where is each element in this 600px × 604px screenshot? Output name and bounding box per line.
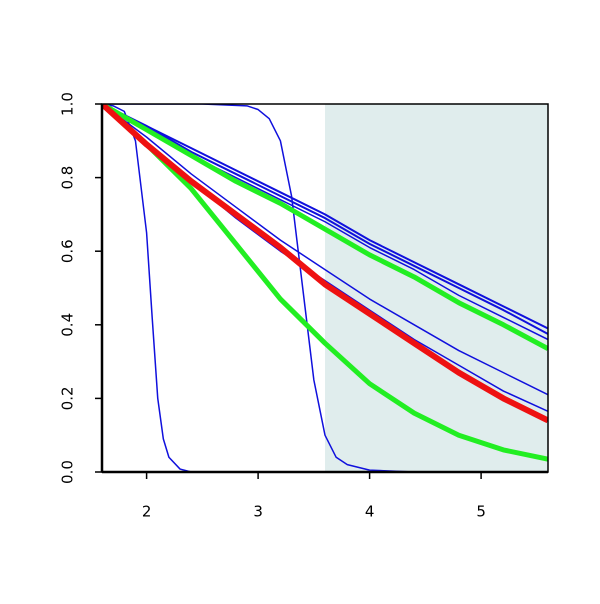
data-line (102, 104, 548, 462)
x-tick-label: 4 (365, 503, 375, 521)
data-line (102, 104, 548, 424)
y-tick-label: 0.6 (59, 239, 77, 263)
y-tick-label: 0.2 (59, 386, 77, 410)
data-line (102, 104, 548, 330)
y-tick-label: 1.0 (59, 92, 77, 116)
data-line (102, 104, 548, 472)
x-tick-label: 2 (142, 503, 152, 521)
data-line (102, 104, 548, 396)
x-tick-label: 5 (476, 503, 486, 521)
y-tick-label: 0.4 (59, 313, 77, 337)
data-line (102, 104, 548, 335)
y-tick-label: 0.0 (59, 460, 77, 484)
data-line (102, 104, 548, 351)
x-tick-label: 3 (253, 503, 263, 521)
y-tick-label: 0.8 (59, 166, 77, 190)
